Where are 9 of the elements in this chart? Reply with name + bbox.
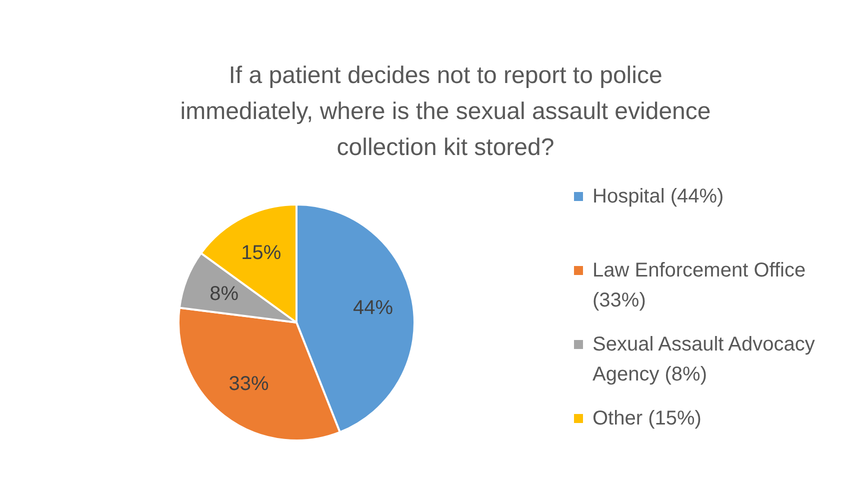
data-label: 33% — [228, 373, 269, 396]
data-label: 44% — [352, 296, 394, 319]
data-label: 8% — [210, 282, 239, 305]
legend-label: Law Enforcement Office (33%) — [592, 260, 806, 312]
legend-label: Hospital (44%) — [592, 186, 724, 208]
chart-title: If a patient decides not to report to police immediately, where is the sexual assault evidence collection kit stored? — [180, 62, 711, 161]
data-label: 15% — [241, 242, 282, 264]
legend-label: Other (15%) — [592, 408, 702, 430]
legend-label: Sexual Assault Advocacy Agency (8%) — [592, 334, 815, 386]
